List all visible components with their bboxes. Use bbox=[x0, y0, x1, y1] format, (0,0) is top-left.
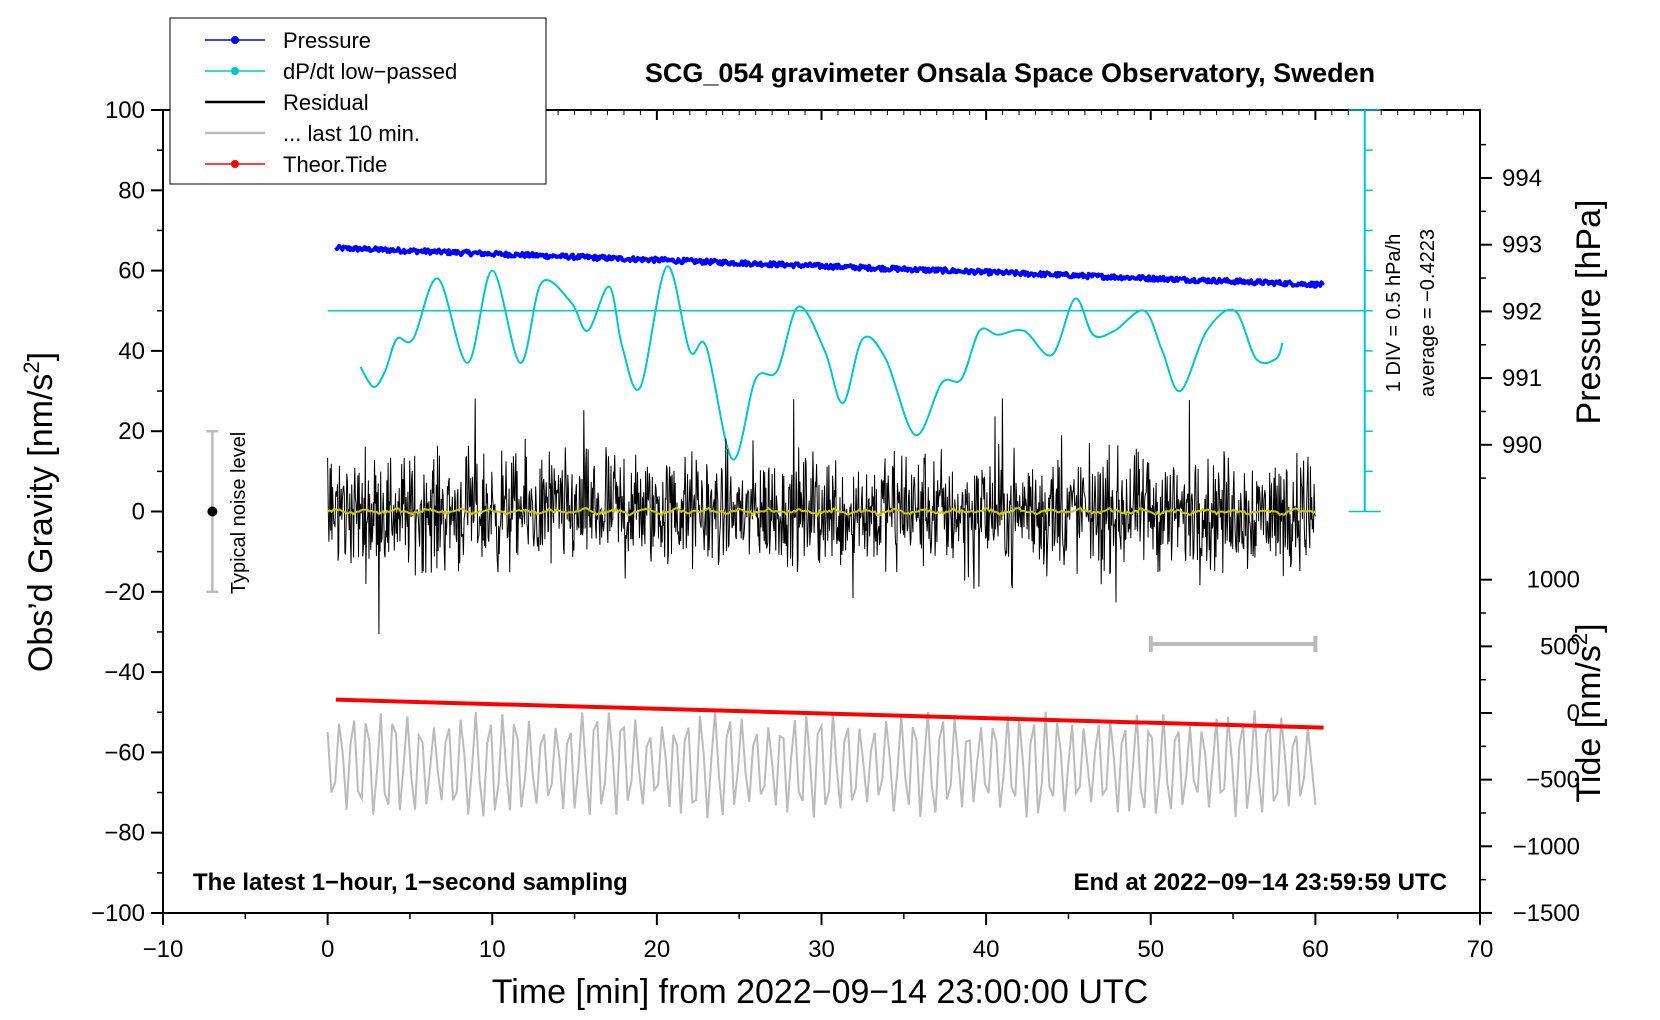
x-tick-label-6: 50 bbox=[1137, 936, 1164, 963]
series-pressure-line bbox=[334, 243, 1325, 289]
y-axis-title-tide-main: Tide [nm/s bbox=[1570, 645, 1608, 802]
series-dpdt-line bbox=[359, 265, 1284, 461]
y-tick-label-2: 60 bbox=[118, 258, 145, 285]
y-tick-label-9: −80 bbox=[104, 820, 145, 847]
x-tick-label-7: 60 bbox=[1302, 936, 1329, 963]
y-axis-title-gravity: Obs’d Gravity [nm/s2] bbox=[19, 352, 60, 672]
legend-marker-4 bbox=[231, 160, 239, 168]
x-tick-label-3: 20 bbox=[644, 936, 671, 963]
tide-tick-label-3: −500 bbox=[1526, 767, 1580, 794]
x-tick-label-2: 10 bbox=[479, 936, 506, 963]
x-tick-label-5: 40 bbox=[973, 936, 1000, 963]
annotation-sampling: The latest 1−hour, 1−second sampling bbox=[193, 869, 628, 896]
tide-tick-label-2: 0 bbox=[1567, 700, 1580, 727]
tide-tick-label-1: 500 bbox=[1540, 633, 1580, 660]
x-tick-label-0: −10 bbox=[143, 936, 184, 963]
pressure-tick-label-0: 994 bbox=[1502, 165, 1542, 192]
tide-tick-label-0: 1000 bbox=[1527, 567, 1580, 594]
y-tick-label-5: 0 bbox=[132, 499, 145, 526]
x-tick-label-8: 70 bbox=[1467, 936, 1494, 963]
legend-marker-0 bbox=[231, 36, 239, 44]
tide-tick-label-5: −1500 bbox=[1513, 900, 1580, 927]
pressure-tick-label-4: 990 bbox=[1502, 432, 1542, 459]
series-tide-line bbox=[335, 697, 1324, 730]
y-axis-title-gravity-end: ] bbox=[22, 352, 60, 361]
legend-label-3: ... last 10 min. bbox=[283, 121, 420, 146]
y-tick-label-3: 40 bbox=[118, 338, 145, 365]
y-tick-label-7: −40 bbox=[104, 659, 145, 686]
dpdt-scale-label: 1 DIV = 0.5 hPa/h bbox=[1383, 234, 1405, 392]
annotation-end-time: End at 2022−09−14 23:59:59 UTC bbox=[1073, 869, 1447, 896]
legend-marker-1 bbox=[231, 67, 239, 75]
y-axis-title-tide-end: ] bbox=[1570, 623, 1608, 632]
y-axis-title-pressure: Pressure [hPa] bbox=[1570, 200, 1608, 425]
legend-label-0: Pressure bbox=[283, 28, 371, 53]
noise-level-dot bbox=[207, 506, 218, 517]
x-tick-label-1: 0 bbox=[321, 936, 334, 963]
tide-tick-label-4: −1000 bbox=[1513, 833, 1580, 860]
y-tick-label-6: −20 bbox=[104, 579, 145, 606]
legend: Pressure dP/dt low−passed Residual ... last… bbox=[169, 17, 547, 185]
series-residual-smoothed-line bbox=[327, 506, 1317, 518]
legend-label-4: Theor.Tide bbox=[283, 152, 387, 177]
y-tick-label-8: −60 bbox=[104, 739, 145, 766]
noise-level-label: Typical noise level bbox=[228, 432, 250, 594]
y-axis-title-tide-sup: 2 bbox=[1567, 633, 1592, 645]
y-axis-title-gravity-sup: 2 bbox=[19, 361, 44, 373]
pressure-tick-label-3: 991 bbox=[1502, 365, 1542, 392]
series-last10-line bbox=[326, 710, 1317, 819]
y-tick-label-10: −100 bbox=[91, 900, 145, 927]
dpdt-average-label: average = −0.4223 bbox=[1417, 229, 1439, 397]
data-series bbox=[206, 109, 1381, 819]
axis-ticks: −10 0 10 20 30 40 50 60 70100806040200−20−40−60−… bbox=[91, 97, 1580, 963]
x-axis-title: Time [min] from 2022−09−14 23:00:00 UTC bbox=[492, 973, 1148, 1011]
y-axis-title-tide: Tide [nm/s2] bbox=[1567, 623, 1608, 802]
series-residual-line bbox=[327, 398, 1316, 635]
pressure-tick-label-1: 993 bbox=[1502, 232, 1542, 259]
pressure-tick-label-2: 992 bbox=[1502, 298, 1542, 325]
chart-title: SCG_054 gravimeter Onsala Space Observat… bbox=[645, 58, 1375, 88]
y-tick-label-0: 100 bbox=[105, 97, 145, 124]
y-axis-title-gravity-main: Obs’d Gravity [nm/s bbox=[22, 374, 60, 673]
legend-label-1: dP/dt low−passed bbox=[283, 59, 457, 84]
y-tick-label-4: 20 bbox=[118, 418, 145, 445]
y-tick-label-1: 80 bbox=[118, 177, 145, 204]
x-tick-label-4: 30 bbox=[808, 936, 835, 963]
legend-label-2: Residual bbox=[283, 90, 369, 115]
